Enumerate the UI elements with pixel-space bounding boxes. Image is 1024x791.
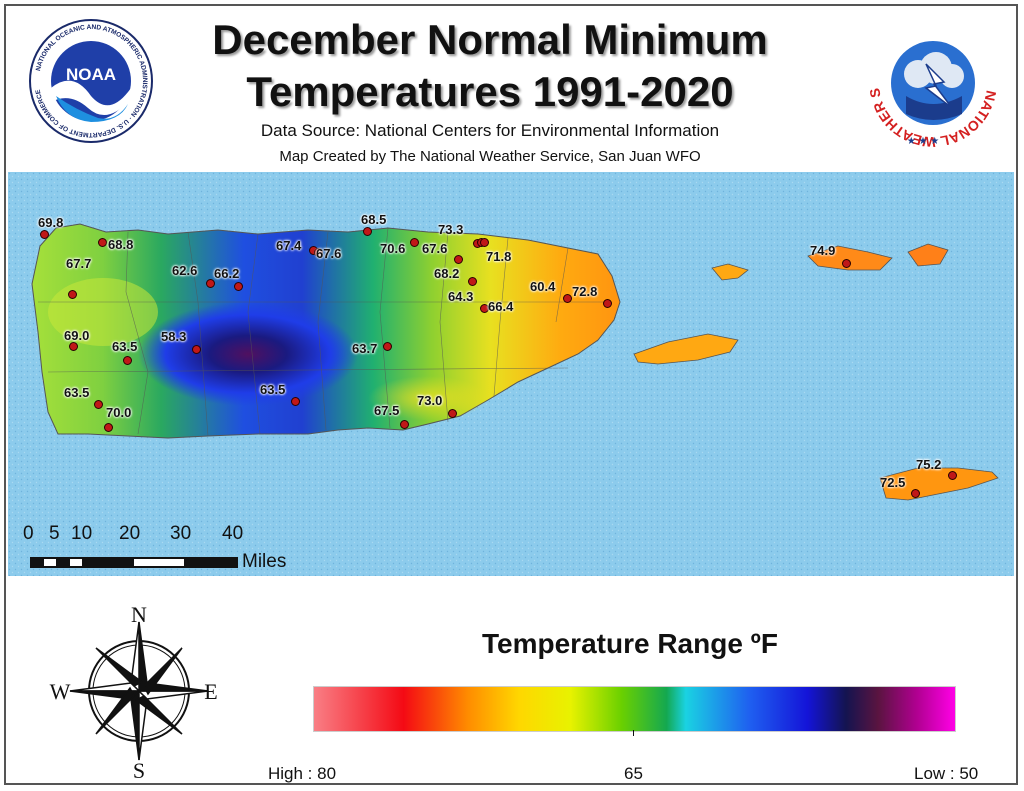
station-temp-label: 72.5 bbox=[880, 475, 906, 490]
station-marker bbox=[480, 304, 489, 313]
station-temp-label: 68.2 bbox=[434, 266, 460, 281]
station-temp-label: 73.0 bbox=[417, 393, 443, 408]
station-marker bbox=[206, 279, 215, 288]
station-marker bbox=[603, 299, 612, 308]
station-temp-label: 67.7 bbox=[66, 256, 92, 271]
station-marker bbox=[314, 248, 323, 257]
noaa-logo: NOAA NATIONAL OCEANIC AND ATMOSPHERIC AD… bbox=[29, 19, 153, 143]
nws-logo: NATIONAL WEATHER SERVICE ★ ★ ★ bbox=[866, 16, 1000, 150]
legend-mid-label: 65 bbox=[624, 764, 643, 783]
station-marker bbox=[69, 342, 78, 351]
station-marker bbox=[68, 290, 77, 299]
scale-tick-5: 5 bbox=[49, 523, 60, 544]
legend-low-label: Low : 50 bbox=[914, 764, 979, 783]
scale-unit: Miles bbox=[242, 551, 287, 572]
station-temp-label: 63.5 bbox=[64, 385, 90, 400]
station-temp-label: 74.9 bbox=[810, 243, 836, 258]
station-marker bbox=[383, 342, 392, 351]
station-marker bbox=[563, 294, 572, 303]
station-temp-label: 71.8 bbox=[486, 249, 512, 264]
station-temp-label: 62.6 bbox=[172, 263, 198, 278]
compass-e: E bbox=[204, 679, 217, 704]
station-marker bbox=[98, 238, 107, 247]
station-temp-label: 67.6 bbox=[316, 246, 342, 261]
station-temp-label: 70.6 bbox=[380, 241, 406, 256]
station-temp-label: 68.8 bbox=[108, 237, 134, 252]
scale-tick-20: 20 bbox=[119, 523, 141, 544]
data-source-text: Data Source: National Centers for Enviro… bbox=[260, 121, 720, 140]
station-temp-label: 75.2 bbox=[916, 457, 942, 472]
station-temp-label: 64.3 bbox=[448, 289, 474, 304]
legend-title: Temperature Range ºF bbox=[482, 628, 778, 659]
map-title-line2: Temperatures 1991-2020 bbox=[246, 68, 734, 115]
station-temp-label: 63.7 bbox=[352, 341, 378, 356]
station-temp-label: 70.0 bbox=[106, 405, 132, 420]
station-marker bbox=[448, 409, 457, 418]
station-temp-label: 63.5 bbox=[112, 339, 138, 354]
scale-tick-30: 30 bbox=[170, 523, 192, 544]
station-marker bbox=[948, 471, 957, 480]
station-marker bbox=[192, 345, 201, 354]
station-marker bbox=[410, 238, 419, 247]
credit-text: Map Created by The National Weather Serv… bbox=[279, 148, 701, 165]
compass-w: W bbox=[50, 679, 71, 704]
station-marker bbox=[842, 259, 851, 268]
legend-high-label: High : 80 bbox=[268, 764, 337, 783]
station-temp-label: 73.3 bbox=[438, 222, 464, 237]
station-temp-label: 66.4 bbox=[488, 299, 514, 314]
map-title-line1: December Normal Minimum bbox=[212, 16, 768, 63]
station-marker bbox=[234, 282, 243, 291]
station-marker bbox=[400, 420, 409, 429]
noaa-logo-text: NOAA bbox=[66, 65, 116, 84]
station-temp-label: 67.6 bbox=[422, 241, 448, 256]
temperature-map bbox=[8, 172, 1014, 576]
station-temp-label: 69.8 bbox=[38, 215, 64, 230]
station-marker bbox=[94, 400, 103, 409]
station-marker bbox=[454, 255, 463, 264]
svg-text:★ ★ ★: ★ ★ ★ bbox=[907, 136, 939, 147]
compass-rose: N S W E bbox=[50, 602, 218, 783]
station-marker bbox=[123, 356, 132, 365]
station-marker bbox=[104, 423, 113, 432]
station-temp-label: 60.4 bbox=[530, 279, 556, 294]
station-temp-label: 69.0 bbox=[64, 328, 90, 343]
scale-tick-40: 40 bbox=[222, 523, 244, 544]
station-marker bbox=[911, 489, 920, 498]
legend-color-ramp bbox=[313, 686, 956, 732]
station-marker bbox=[363, 227, 372, 236]
station-temp-label: 58.3 bbox=[161, 329, 187, 344]
station-marker bbox=[291, 397, 300, 406]
station-temp-label: 63.5 bbox=[260, 382, 286, 397]
station-marker bbox=[480, 238, 489, 247]
station-marker bbox=[468, 277, 477, 286]
station-temp-label: 67.4 bbox=[276, 238, 302, 253]
station-marker bbox=[40, 230, 49, 239]
scale-tick-0: 0 bbox=[23, 523, 34, 544]
station-temp-label: 68.5 bbox=[361, 212, 387, 227]
compass-s: S bbox=[133, 758, 145, 783]
legend-mid-tick bbox=[633, 730, 634, 736]
station-temp-label: 66.2 bbox=[214, 266, 240, 281]
station-temp-label: 72.8 bbox=[572, 284, 598, 299]
scale-tick-10: 10 bbox=[71, 523, 93, 544]
scale-bar-graphic bbox=[30, 557, 238, 568]
compass-n: N bbox=[131, 602, 147, 627]
station-temp-label: 67.5 bbox=[374, 403, 400, 418]
